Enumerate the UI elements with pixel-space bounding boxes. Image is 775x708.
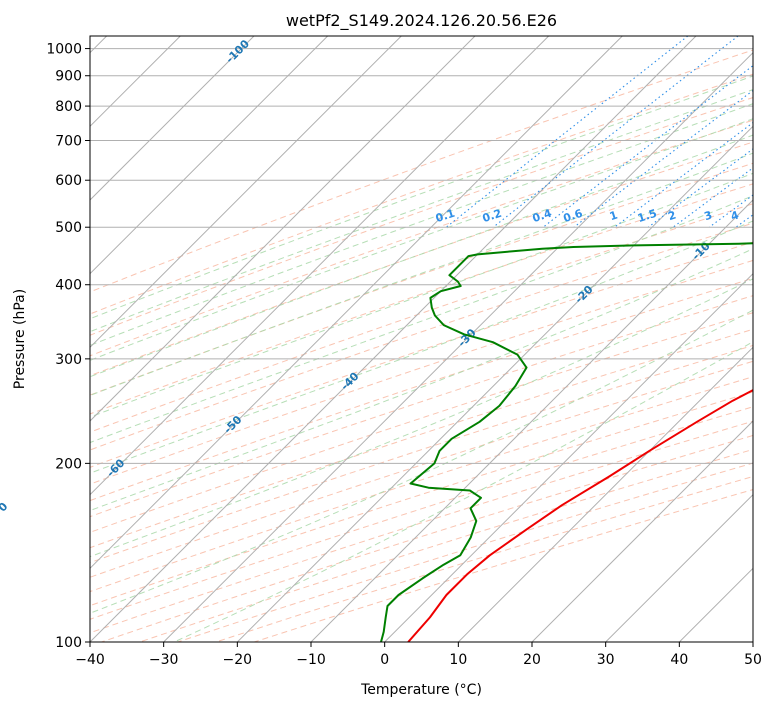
isotherm-line — [531, 420, 753, 642]
isotherm-line — [90, 36, 402, 349]
y-tick-label: 100 — [55, 635, 82, 651]
isotherm-label: -70 — [0, 500, 11, 523]
dry-adiabat — [90, 203, 753, 433]
x-tick-label: 20 — [523, 652, 541, 668]
y-tick-label: 200 — [55, 456, 82, 472]
mixing-ratio-label: 1 — [608, 209, 619, 224]
mixing-ratio-label: 0.4 — [531, 207, 554, 225]
pressure-grid — [90, 48, 753, 642]
dry-adiabat — [90, 183, 753, 415]
moist-adiabat — [90, 220, 753, 474]
mixing-ratio-line — [614, 121, 753, 228]
mixing-ratio-line — [445, 36, 689, 228]
dry-adiabat — [177, 462, 753, 642]
dry-adiabat — [90, 97, 753, 336]
mixing-ratio-line — [542, 64, 753, 228]
mixing-ratio-line — [573, 89, 753, 228]
dry-adiabat — [90, 119, 753, 357]
dry-adiabat — [90, 49, 753, 293]
isotherm-line — [90, 36, 623, 570]
x-axis: −40 −30 −20 −10 0 10 20 30 40 50 — [75, 642, 762, 668]
dry-adiabat — [90, 277, 753, 502]
dry-adiabat — [90, 406, 753, 620]
x-tick-label: −40 — [75, 652, 105, 668]
y-tick-label: 500 — [55, 220, 82, 236]
y-axis: 1000 900 800 700 600 500 400 300 200 100 — [46, 42, 90, 651]
dry-adiabat — [90, 141, 753, 377]
isotherm-line — [163, 51, 753, 642]
moist-adiabat — [90, 75, 753, 320]
isotherm-line — [310, 199, 753, 642]
x-tick-label: −20 — [223, 652, 253, 668]
isotherm-line — [90, 36, 476, 422]
chart-title: wetPf2_S149.2024.126.20.56.E26 — [286, 11, 557, 31]
x-tick-label: 50 — [744, 652, 762, 668]
plot-frame — [89, 35, 754, 643]
mixing-ratio-label: 0.2 — [481, 207, 504, 225]
dry-adiabat — [90, 222, 753, 451]
x-tick-label: 10 — [449, 652, 467, 668]
moist-adiabat — [90, 172, 753, 418]
moist-adiabat — [90, 88, 753, 333]
isotherm-line — [384, 272, 753, 642]
mixing-ratio-line — [492, 36, 739, 228]
moist-adiabat — [90, 309, 753, 614]
mixing-ratio-label: 0.1 — [434, 207, 457, 225]
isotherm-line — [90, 36, 550, 496]
isotherm-line — [605, 493, 753, 642]
x-tick-label: 0 — [380, 652, 389, 668]
y-tick-label: 800 — [55, 99, 82, 115]
moist-adiabat — [90, 118, 753, 361]
temperature-line — [407, 388, 753, 642]
x-tick-label: −10 — [296, 652, 326, 668]
moist-adiabat — [90, 103, 753, 347]
dry-adiabat — [90, 312, 753, 533]
background-lines — [90, 36, 753, 642]
isotherm-line — [457, 346, 753, 642]
isotherm-line — [90, 36, 255, 201]
mixing-ratio-label: 4 — [729, 208, 741, 223]
mixing-ratio-label: 1.5 — [636, 207, 659, 225]
dewpoint-line — [380, 242, 753, 642]
x-axis-label: Temperature (°C) — [360, 682, 482, 698]
y-tick-label: 900 — [55, 69, 82, 85]
mixing-ratio-line — [672, 167, 753, 228]
mixing-ratio-line — [647, 148, 753, 228]
isotherm-line — [90, 36, 697, 642]
y-axis-label: Pressure (hPa) — [12, 289, 28, 389]
mixing-ratio-label: 2 — [666, 209, 677, 224]
mixing-ratio-labels: 0.1 0.2 0.4 0.6 1 1.5 2 3 4 — [434, 207, 741, 225]
y-tick-label: 400 — [55, 278, 82, 294]
y-tick-label: 1000 — [46, 42, 82, 58]
mixing-ratio-label: 3 — [703, 209, 714, 224]
isotherm-line — [752, 641, 753, 642]
dry-adiabat — [90, 241, 753, 468]
y-tick-label: 600 — [55, 173, 82, 189]
dry-adiabat — [90, 73, 753, 315]
dry-adiabat — [90, 344, 753, 564]
isotherm-line — [236, 125, 753, 642]
x-tick-label: −30 — [149, 652, 179, 668]
mixing-ratio-label: 0.6 — [562, 207, 585, 225]
dry-adiabat — [90, 328, 753, 549]
dry-adiabat — [90, 295, 753, 518]
isotherm-line — [90, 36, 329, 275]
profile-lines — [380, 242, 753, 642]
y-tick-label: 300 — [55, 352, 82, 368]
dry-adiabat — [90, 376, 753, 593]
dry-adiabat — [90, 360, 753, 578]
y-tick-label: 700 — [55, 133, 82, 149]
isotherm-line — [678, 567, 753, 642]
moist-adiabat — [90, 134, 753, 378]
moist-adiabat — [90, 195, 753, 444]
dry-adiabat — [90, 391, 753, 607]
x-tick-label: 30 — [597, 652, 615, 668]
dry-adiabat — [90, 259, 753, 485]
dry-adiabat — [90, 162, 753, 396]
x-tick-label: 40 — [670, 652, 688, 668]
